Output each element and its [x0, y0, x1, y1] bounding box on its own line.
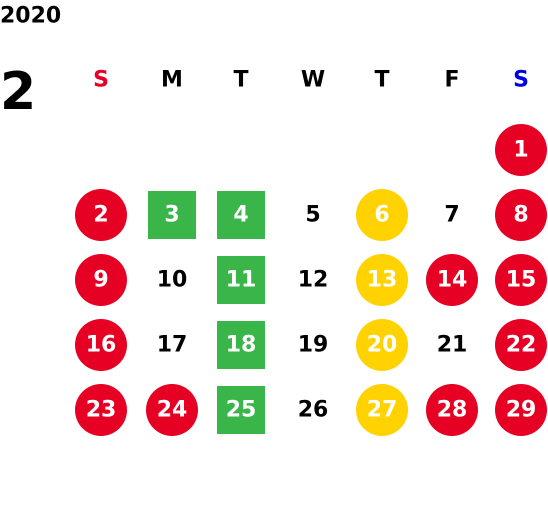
day-number: 23 — [86, 398, 117, 423]
day-number: 24 — [157, 398, 188, 423]
weekday-label: S — [513, 68, 529, 93]
day-badge — [495, 189, 547, 241]
day-number: 13 — [367, 268, 398, 293]
weekday-label: S — [93, 68, 109, 93]
day-number: 22 — [506, 333, 537, 358]
day-badge — [356, 254, 408, 306]
day-badge — [75, 254, 127, 306]
weekday-label: T — [374, 68, 389, 93]
day-badge — [495, 254, 547, 306]
day-number: 29 — [506, 398, 537, 423]
day-badge — [426, 254, 478, 306]
day-badge — [495, 319, 547, 371]
day-number: 15 — [506, 268, 537, 293]
day-badge — [356, 384, 408, 436]
day-number: 2 — [93, 203, 108, 228]
day-badge — [75, 189, 127, 241]
day-badge — [495, 124, 547, 176]
day-badge — [146, 384, 198, 436]
day-badge — [217, 386, 265, 434]
day-number: 19 — [298, 333, 329, 358]
day-number: 5 — [305, 203, 320, 228]
weekday-label: M — [161, 68, 183, 93]
day-number: 21 — [437, 333, 468, 358]
day-number: 3 — [164, 203, 179, 228]
weekday-label: F — [444, 68, 459, 93]
day-number: 17 — [157, 333, 188, 358]
day-number: 20 — [367, 333, 398, 358]
day-number: 11 — [226, 268, 257, 293]
day-number: 14 — [437, 268, 468, 293]
day-number: 4 — [233, 203, 248, 228]
day-number: 9 — [93, 268, 108, 293]
day-number: 28 — [437, 398, 468, 423]
day-number: 16 — [86, 333, 117, 358]
day-number: 18 — [226, 333, 257, 358]
day-badge — [426, 384, 478, 436]
day-number: 6 — [374, 203, 389, 228]
day-badge — [495, 384, 547, 436]
day-number: 25 — [226, 398, 257, 423]
weekday-label: T — [233, 68, 248, 93]
day-badge — [75, 319, 127, 371]
day-number: 7 — [444, 203, 459, 228]
day-badge — [356, 189, 408, 241]
weekday-label: W — [301, 68, 325, 93]
year: 2020 — [0, 4, 61, 29]
day-number: 27 — [367, 398, 398, 423]
month: 2 — [0, 62, 36, 122]
day-badge — [217, 256, 265, 304]
day-number: 10 — [157, 268, 188, 293]
day-number: 26 — [298, 398, 329, 423]
day-badge — [148, 191, 196, 239]
day-badge — [356, 319, 408, 371]
day-badge — [217, 191, 265, 239]
day-badge — [217, 321, 265, 369]
day-badge — [75, 384, 127, 436]
day-number: 8 — [513, 203, 528, 228]
day-number: 1 — [513, 138, 528, 163]
day-number: 12 — [298, 268, 329, 293]
